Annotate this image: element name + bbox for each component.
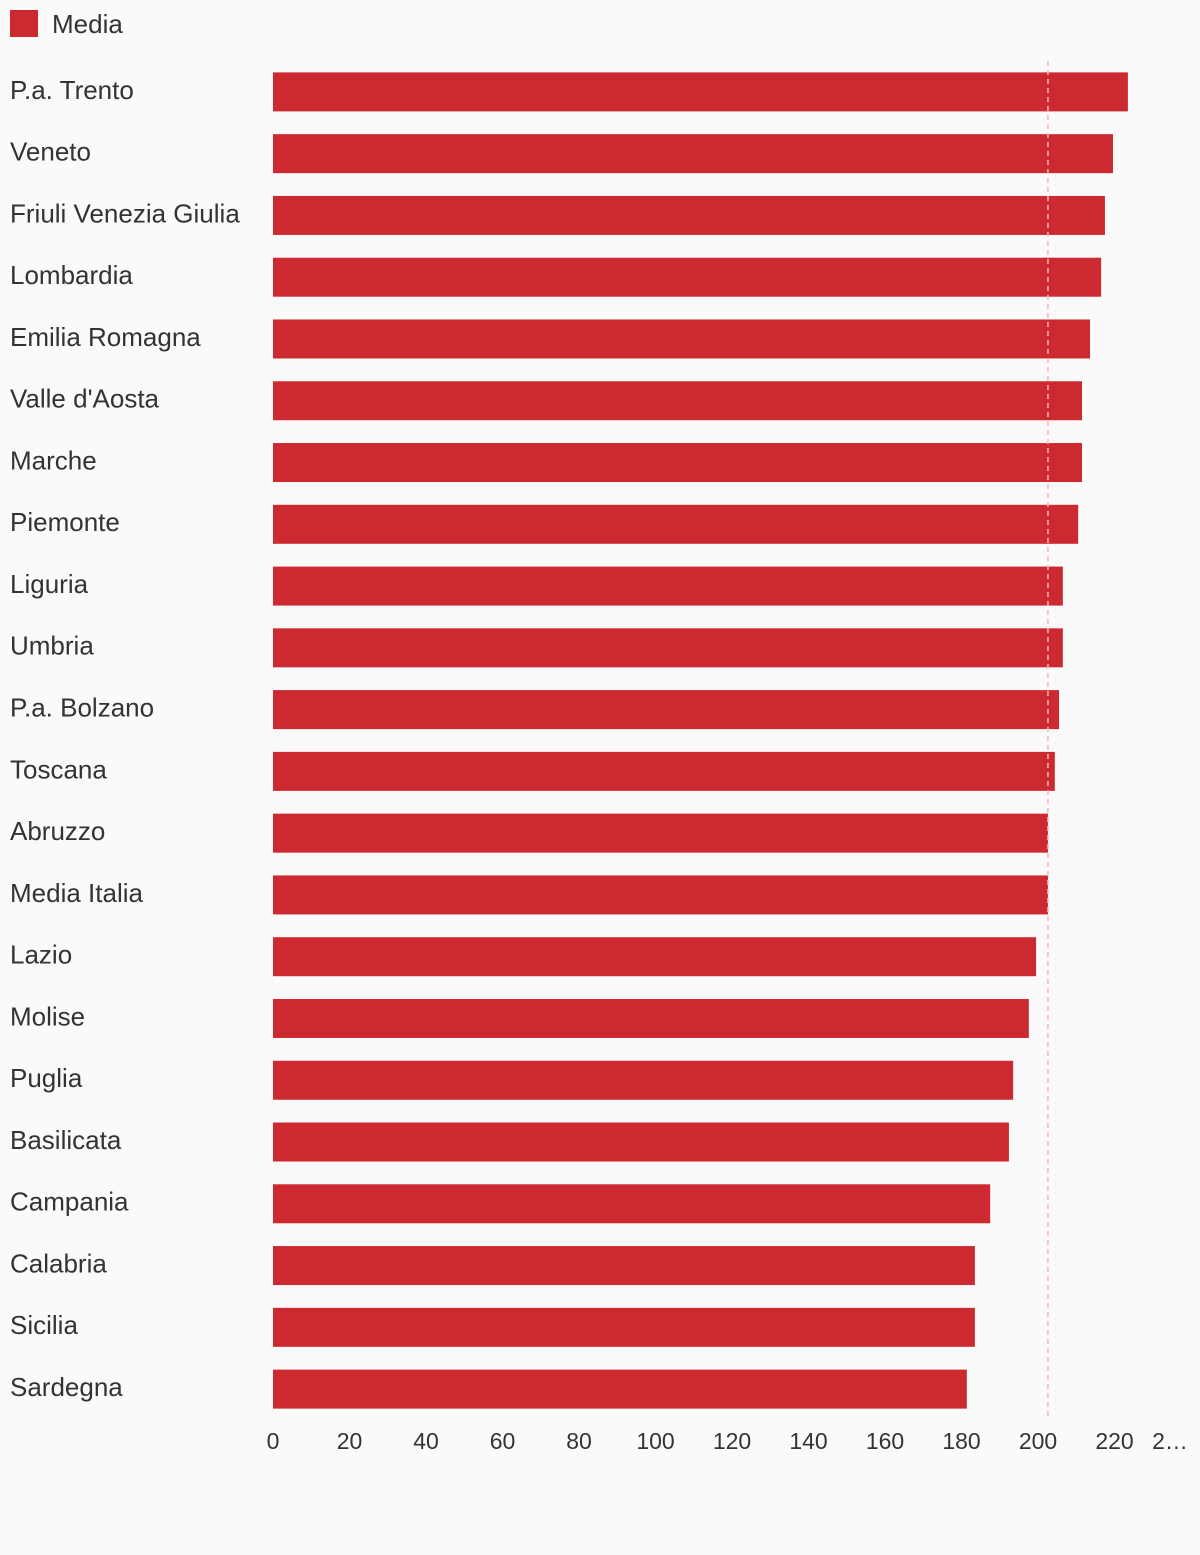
x-tick-label: 40 xyxy=(413,1428,439,1454)
y-tick-label: Emilia Romagna xyxy=(10,322,201,352)
y-tick-label: Lazio xyxy=(10,940,72,970)
bar xyxy=(273,1122,1009,1162)
x-tick-label: 80 xyxy=(566,1428,592,1454)
y-tick-label: Puglia xyxy=(10,1063,83,1093)
y-tick-label: Sardegna xyxy=(10,1372,123,1402)
x-tick-label: 100 xyxy=(636,1428,674,1454)
y-tick-label: Molise xyxy=(10,1001,85,1031)
y-tick-label: Sicilia xyxy=(10,1310,78,1340)
y-tick-label: Umbria xyxy=(10,631,94,661)
x-tick-label: 220 xyxy=(1095,1428,1133,1454)
x-tick-label: 20 xyxy=(337,1428,363,1454)
bar xyxy=(273,1060,1014,1100)
x-tick-label: 160 xyxy=(866,1428,904,1454)
bar xyxy=(273,751,1055,791)
x-tick-label: 120 xyxy=(713,1428,751,1454)
x-tick-label: 2… xyxy=(1152,1428,1188,1454)
y-tick-label: Lombardia xyxy=(10,260,133,290)
y-tick-label: Calabria xyxy=(10,1248,107,1278)
y-tick-label: Marche xyxy=(10,445,97,475)
bar xyxy=(273,1307,975,1347)
bar xyxy=(273,504,1079,544)
y-tick-label: Media Italia xyxy=(10,878,143,908)
bar xyxy=(273,566,1063,606)
y-tick-label: Friuli Venezia Giulia xyxy=(10,198,240,228)
bar xyxy=(273,1184,991,1224)
y-tick-label: Piemonte xyxy=(10,507,120,537)
bar xyxy=(273,875,1048,915)
bar xyxy=(273,134,1113,174)
bar xyxy=(273,195,1105,235)
y-tick-label: Toscana xyxy=(10,754,107,784)
legend-label: Media xyxy=(52,9,123,39)
bar xyxy=(273,381,1082,421)
bar xyxy=(273,813,1048,853)
y-tick-label: Campania xyxy=(10,1187,129,1217)
bar xyxy=(273,1369,967,1409)
bar xyxy=(273,690,1060,730)
y-tick-label: Basilicata xyxy=(10,1125,122,1155)
x-tick-label: 140 xyxy=(789,1428,827,1454)
bar xyxy=(273,1246,975,1286)
x-tick-label: 0 xyxy=(267,1428,280,1454)
bar xyxy=(273,72,1128,112)
y-tick-label: P.a. Trento xyxy=(10,75,134,105)
y-tick-label: Veneto xyxy=(10,137,91,167)
bar xyxy=(273,319,1091,359)
y-tick-label: Abruzzo xyxy=(10,816,105,846)
bar xyxy=(273,937,1037,977)
x-tick-label: 180 xyxy=(942,1428,980,1454)
bar xyxy=(273,628,1063,668)
y-tick-label: Valle d'Aosta xyxy=(10,384,160,414)
x-tick-label: 60 xyxy=(490,1428,516,1454)
legend-swatch xyxy=(10,10,38,37)
bar xyxy=(273,257,1102,297)
bar xyxy=(273,443,1082,483)
x-tick-label: 200 xyxy=(1019,1428,1057,1454)
y-tick-label: Liguria xyxy=(10,569,89,599)
bar xyxy=(273,998,1029,1038)
y-tick-label: P.a. Bolzano xyxy=(10,692,154,722)
